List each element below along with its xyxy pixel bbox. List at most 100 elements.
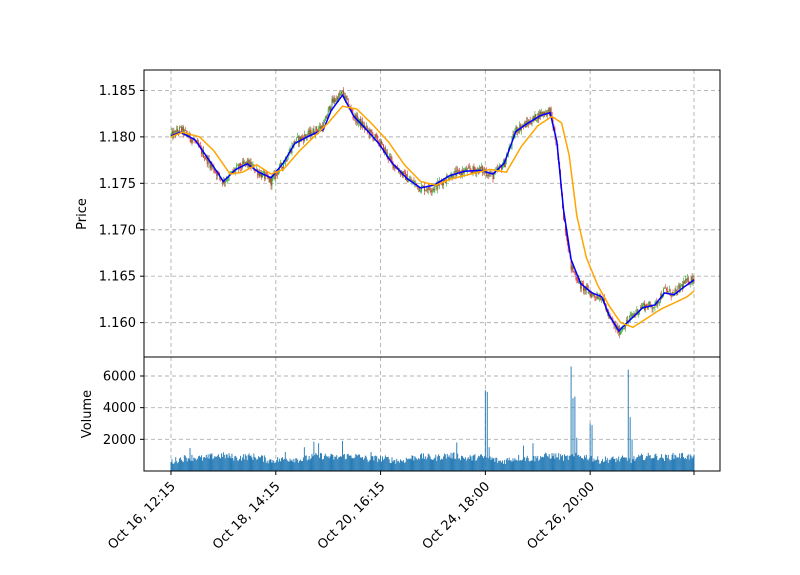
candle-body [283,163,284,169]
volume-bar [488,447,490,471]
volume-bar [414,456,416,471]
volume-bar [657,460,659,471]
volume-bar [484,390,486,471]
candle-body [210,164,212,169]
candle-body [282,166,283,169]
volume-bar [409,458,411,471]
volume-bar [445,458,447,471]
candle-body [316,126,318,131]
volume-bar [630,463,632,471]
candle-body [534,114,536,119]
volume-grid [144,357,720,471]
candle-body [548,108,550,116]
volume-bar [589,423,591,471]
volume-bar [580,455,582,471]
price-candles [170,87,695,339]
candle-body [549,107,551,116]
volume-bar [412,455,414,471]
volume-bar [209,453,211,471]
candle-body [594,296,596,298]
candle-body [442,182,443,186]
volume-bar [402,461,403,471]
volume-bar [206,457,208,471]
volume-bar [499,460,501,471]
candle-body [376,135,378,137]
volume-bar [403,462,405,471]
volume-bar [509,460,511,471]
volume-bar [200,457,201,471]
candle-body [591,294,593,298]
volume-bar [235,455,237,471]
candle-body [642,304,643,308]
volume-bar [655,453,657,471]
volume-bar [309,459,311,471]
candle-body [312,129,314,135]
volume-bar [278,461,280,471]
candle-body [533,116,535,119]
candle-body [327,109,329,116]
candle-body [486,175,488,176]
volume-bar [323,455,325,471]
volume-bar [416,458,418,471]
volume-bar [432,460,434,471]
candle-body [263,171,264,173]
volume-bar [287,461,289,471]
candle-body [690,276,692,283]
candle-body [196,140,198,142]
volume-bar [491,457,493,471]
volume-bar [375,455,377,471]
volume-bar [442,459,443,471]
candle-body [324,116,326,121]
volume-bar [232,458,234,471]
candle-body [314,134,316,135]
volume-bar [577,455,579,471]
volume-bar [508,457,510,471]
volume-bar [622,455,623,471]
volume-bar [281,458,282,471]
volume-bar [547,456,549,471]
candle-body [543,111,544,115]
volume-bar [569,455,571,471]
candle-body [636,309,638,314]
candle-body [274,173,276,179]
candle-body [297,136,299,138]
volume-bar [651,458,653,471]
candle-body [626,320,628,322]
volume-bar [470,456,472,471]
volume-bar [677,457,679,471]
candle-body [564,219,565,222]
candle-body [485,171,487,176]
price-y-tick-label: 1.170 [99,223,136,238]
volume-bar [252,459,254,471]
candle-body [389,156,391,157]
volume-bar [685,459,687,471]
candle-body [670,295,672,297]
volume-bar [515,460,517,471]
volume-bar [255,457,257,471]
volume-bar [464,457,466,471]
moving-average-line-orange [170,105,695,329]
volume-bar [551,453,553,471]
volume-bar [500,460,502,471]
candle-body [542,111,543,115]
volume-bar [408,459,410,471]
volume-bar [319,457,321,471]
volume-bar [335,456,337,471]
volume-bar [291,459,293,471]
volume-bar [585,454,587,471]
price-panel: 1.160 1.165 1.170 1.175 1.180 1.185 Price [75,69,721,358]
volume-bar [559,459,561,471]
volume-bar [675,455,677,471]
volume-bar [447,456,449,471]
volume-bar [377,461,379,471]
candle-body [512,134,514,137]
candle-body [176,128,178,135]
volume-bar [243,459,245,471]
volume-bar [669,460,671,471]
volume-bar [364,455,366,471]
candle-body [391,159,393,162]
volume-bar [290,460,292,471]
candle-body [688,284,690,285]
candle-body [451,173,453,179]
candle-body [431,190,433,192]
